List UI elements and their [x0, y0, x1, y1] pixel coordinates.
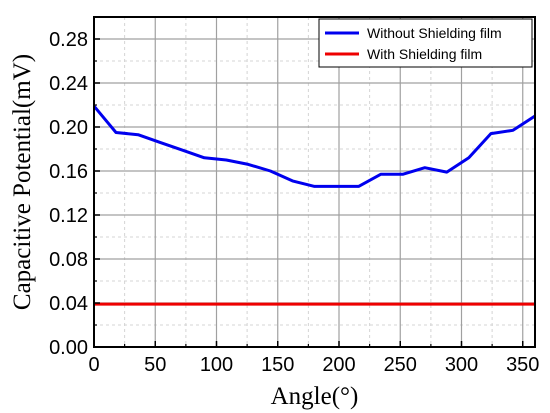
- legend: Without Shielding film With Shielding fil…: [318, 18, 533, 68]
- y-tick-label: 0.16: [49, 161, 88, 183]
- plot-series: [92, 105, 536, 306]
- y-tick-label: 0.04: [49, 293, 88, 315]
- plot-frame: [93, 16, 536, 348]
- x-tick-label: 250: [384, 354, 417, 376]
- x-tick-label: 100: [200, 354, 233, 376]
- x-tick-label: 200: [322, 354, 355, 376]
- x-tick-label: 300: [445, 354, 478, 376]
- y-axis-title: Capacitive Potential(mV): [9, 54, 36, 310]
- y-tick-label: 0.08: [49, 249, 88, 271]
- x-tick-label: 0: [88, 354, 99, 376]
- x-axis-title: Angle(°): [271, 383, 359, 410]
- y-tick-label: 0.20: [49, 117, 88, 139]
- legend-label: With Shielding film: [367, 46, 482, 62]
- grid: [94, 17, 535, 347]
- x-tick-label: 350: [506, 354, 539, 376]
- x-tick-label: 50: [144, 354, 166, 376]
- y-tick-label: 0.24: [49, 73, 88, 95]
- axis-ticks: 0 50 100 150 200 250 300 350 0.00 0.04 0.08 0.12 0.1…: [49, 29, 539, 376]
- x-tick-label: 150: [261, 354, 294, 376]
- y-tick-label: 0.00: [49, 337, 88, 359]
- series-line-1: [92, 105, 536, 188]
- legend-label: Without Shielding film: [367, 25, 502, 41]
- y-tick-label: 0.12: [49, 205, 88, 227]
- legend-box: [318, 18, 533, 68]
- y-tick-label: 0.28: [49, 29, 88, 51]
